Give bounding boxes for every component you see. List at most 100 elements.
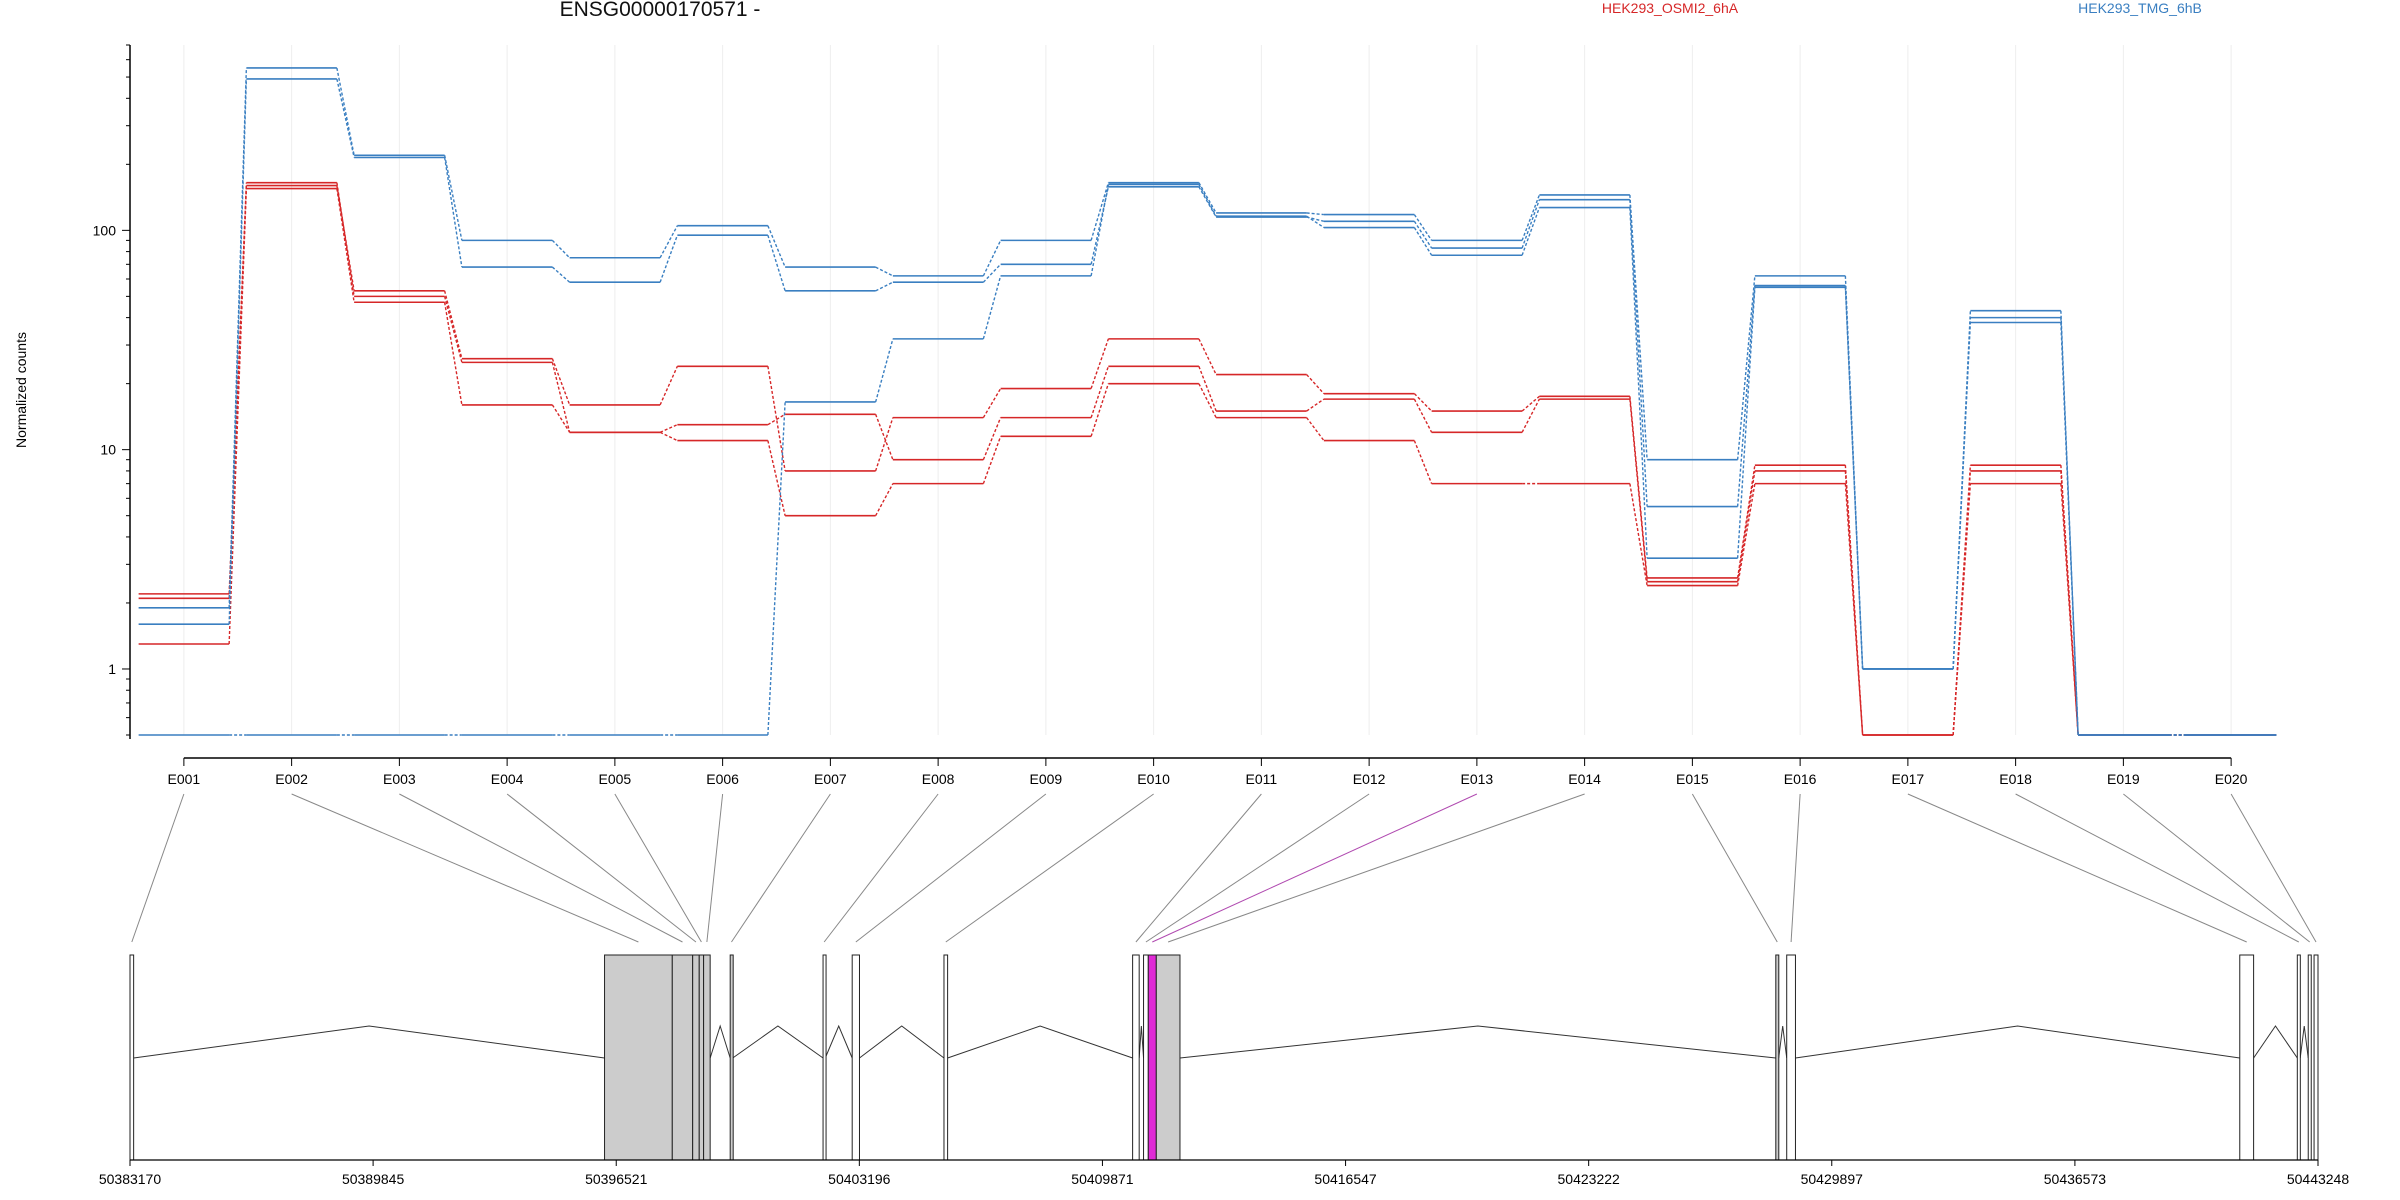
series-connector — [874, 417, 894, 472]
series-connector — [1306, 216, 1325, 222]
exon-box — [1786, 954, 1796, 1161]
series-connector — [767, 401, 786, 736]
series-connector — [1521, 194, 1541, 241]
exon-box — [2313, 954, 2319, 1161]
series-connector — [1413, 214, 1433, 241]
x-tick-label: E013 — [1461, 771, 1494, 787]
series-connector — [228, 78, 248, 625]
series-connector — [1198, 186, 1217, 218]
exon-box — [703, 954, 711, 1161]
series-connector — [1198, 338, 1217, 375]
series-connector — [1521, 398, 1540, 433]
x-tick-label: E007 — [814, 771, 847, 787]
exon-box — [851, 954, 860, 1161]
intron-line — [824, 1024, 853, 1059]
series-connector — [443, 155, 463, 241]
x-tick-label: E002 — [275, 771, 308, 787]
x-tick-label: E019 — [2107, 771, 2140, 787]
series-connector — [875, 483, 894, 517]
series-connector — [1952, 322, 1972, 670]
series-connector — [982, 417, 1002, 460]
exon-connector — [399, 793, 683, 943]
exon-box — [1155, 954, 1181, 1161]
exon-connector — [1907, 793, 2247, 943]
x-tick-label: E005 — [599, 771, 632, 787]
series-connector — [659, 234, 679, 283]
series-connector — [1090, 186, 1110, 265]
series-connector — [767, 413, 786, 426]
y-tick-label: 1 — [108, 661, 116, 677]
exon-box — [1132, 954, 1140, 1161]
series-connector — [1413, 227, 1433, 256]
genome-tick-label: 50416547 — [1314, 1171, 1377, 1187]
exon-connector — [945, 793, 1154, 943]
series-connector — [982, 263, 1002, 283]
genome-tick-label: 50409871 — [1071, 1171, 1134, 1187]
series-connector — [982, 275, 1002, 340]
exon-box — [698, 954, 705, 1161]
x-tick-label: E017 — [1892, 771, 1925, 787]
series-connector — [982, 436, 1002, 484]
intron-line — [2299, 1025, 2309, 1059]
exon-box — [1147, 954, 1157, 1161]
y-tick-label: 10 — [100, 442, 116, 458]
intron-line — [709, 1024, 731, 1059]
exon-box — [1143, 954, 1149, 1161]
series-connector — [1306, 212, 1324, 216]
genome-tick-label: 50396521 — [585, 1171, 648, 1187]
x-tick-label: E014 — [1568, 771, 1601, 787]
intron-line — [1778, 1025, 1788, 1059]
series-connector — [1844, 483, 1864, 736]
genome-tick-label: 50443248 — [2287, 1171, 2350, 1187]
series-connector — [443, 296, 463, 363]
series-connector — [767, 235, 786, 292]
y-axis-label: Normalized counts — [13, 332, 29, 448]
series-connector — [551, 404, 571, 433]
exon-connector — [2015, 793, 2300, 943]
series-connector — [336, 188, 355, 303]
series-connector — [336, 78, 355, 158]
series-connector — [551, 362, 571, 433]
series-connector — [767, 366, 786, 472]
intron-line — [1138, 1025, 1145, 1059]
intron-line — [859, 1025, 945, 1059]
chart-title: ENSG00000170571 - — [559, 0, 761, 21]
series-connector — [1736, 470, 1756, 582]
series-connector — [1413, 398, 1433, 433]
x-tick-label: E008 — [922, 771, 955, 787]
exon-connector — [1691, 793, 1778, 943]
x-tick-label: E020 — [2215, 771, 2248, 787]
exon-box — [2239, 954, 2255, 1161]
genome-tick-label: 50383170 — [99, 1171, 162, 1187]
series-connector — [551, 239, 571, 259]
exon-box — [671, 954, 694, 1161]
series-connector — [1090, 184, 1110, 277]
series-connector — [1090, 366, 1110, 418]
x-tick-label: E016 — [1784, 771, 1817, 787]
exon-connector — [506, 793, 697, 943]
exon-box — [2307, 954, 2312, 1161]
series-connector — [2060, 322, 2079, 736]
exon-box — [692, 954, 700, 1161]
exon-box — [2296, 954, 2301, 1161]
x-tick-label: E003 — [383, 771, 416, 787]
exon-box — [129, 954, 135, 1161]
exon-connector — [855, 793, 1047, 943]
series-connector — [659, 365, 679, 406]
series-connector — [1198, 182, 1217, 214]
x-tick-label: E006 — [706, 771, 739, 787]
series-connector — [1306, 215, 1325, 229]
series-connector — [1090, 383, 1110, 437]
exon-connector — [706, 793, 724, 943]
series-connector — [1413, 440, 1433, 484]
series-connector — [1090, 338, 1110, 389]
exon-connector — [131, 793, 185, 943]
x-tick-label: E010 — [1137, 771, 1170, 787]
series-connector — [336, 182, 355, 297]
x-tick-label: E011 — [1246, 771, 1278, 787]
series-connector — [874, 338, 894, 403]
x-tick-label: E018 — [1999, 771, 2032, 787]
series-connector — [1306, 417, 1325, 442]
exon-box — [604, 954, 673, 1161]
